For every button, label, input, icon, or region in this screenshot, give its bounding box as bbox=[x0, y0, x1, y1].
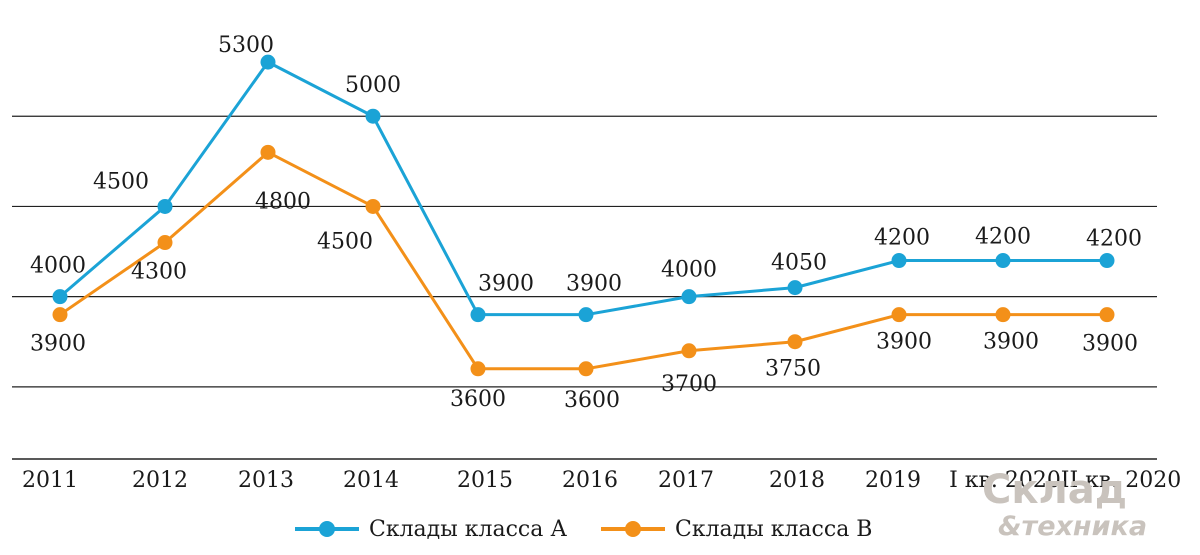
x-tick-label: 2015 bbox=[457, 468, 513, 493]
data-label: 3600 bbox=[564, 388, 620, 413]
data-point bbox=[681, 289, 697, 305]
legend-swatch-b bbox=[600, 521, 665, 537]
legend-marker-b bbox=[624, 521, 641, 537]
data-label: 3700 bbox=[661, 372, 717, 397]
x-tick-label: 2014 bbox=[343, 468, 399, 493]
data-point bbox=[157, 235, 173, 251]
x-tick-label: 2017 bbox=[658, 468, 714, 493]
data-label: 3900 bbox=[566, 272, 622, 297]
legend-item-b: Склады класса В bbox=[600, 516, 873, 542]
x-tick-label: 2011 bbox=[22, 468, 78, 493]
data-label: 5300 bbox=[218, 33, 274, 58]
publisher-logo: Склад &техника bbox=[982, 467, 1147, 542]
data-label: 3900 bbox=[1082, 332, 1138, 357]
logo-line-2: &техника bbox=[998, 511, 1147, 542]
data-label: 4200 bbox=[975, 225, 1031, 250]
data-point bbox=[787, 280, 803, 296]
data-label: 4300 bbox=[131, 260, 187, 285]
data-labels: 4000 4500 5300 5000 3900 3900 4000 4050 4200 4200… bbox=[30, 33, 1142, 413]
data-point bbox=[1099, 253, 1115, 269]
data-point bbox=[365, 108, 381, 124]
legend-marker-a bbox=[319, 521, 335, 537]
data-label: 4800 bbox=[255, 189, 311, 214]
data-point bbox=[52, 307, 68, 323]
x-tick-label: I кв. 2020 bbox=[949, 468, 1061, 493]
x-tick-labels: 2011 2012 2013 2014 2015 2016 2017 2018 2019 I кв… bbox=[22, 468, 1181, 493]
x-tick-label: 2018 bbox=[769, 468, 825, 493]
data-point bbox=[52, 289, 68, 305]
data-label: 5000 bbox=[345, 73, 401, 98]
data-point bbox=[995, 307, 1011, 323]
data-label: 3900 bbox=[478, 272, 534, 297]
data-point bbox=[157, 198, 173, 214]
x-tick-label: 2012 bbox=[132, 468, 188, 493]
data-label: 4200 bbox=[1086, 227, 1142, 252]
data-label: 4000 bbox=[661, 258, 717, 283]
gridlines bbox=[12, 115, 1157, 388]
legend-item-a: Склады класса А bbox=[295, 517, 567, 542]
data-label: 3900 bbox=[876, 330, 932, 355]
series-group bbox=[52, 54, 1115, 377]
legend-label-b: Склады класса В bbox=[674, 516, 873, 542]
legend-swatch-a bbox=[295, 521, 359, 537]
logo-line-1: Склад bbox=[982, 467, 1127, 513]
data-point bbox=[995, 253, 1011, 269]
data-point bbox=[365, 198, 381, 214]
data-label: 4200 bbox=[874, 226, 930, 251]
data-point bbox=[260, 54, 276, 70]
data-label: 3900 bbox=[30, 332, 86, 357]
x-tick-label: 2013 bbox=[238, 468, 294, 493]
data-point bbox=[578, 361, 594, 377]
data-point bbox=[891, 307, 907, 323]
data-label: 4500 bbox=[317, 229, 373, 254]
data-label: 3900 bbox=[983, 330, 1039, 355]
data-point bbox=[1099, 307, 1115, 323]
data-point bbox=[578, 307, 594, 323]
x-tick-label: 2019 bbox=[865, 468, 921, 493]
data-label: 3600 bbox=[450, 387, 506, 412]
data-point bbox=[787, 334, 803, 350]
data-label: 4500 bbox=[93, 169, 149, 194]
legend: Склады класса А Склады класса В bbox=[295, 512, 906, 546]
x-tick-label: II кв. 2020 bbox=[1061, 468, 1181, 493]
data-point bbox=[891, 253, 907, 269]
line-chart: 2011 2012 2013 2014 2015 2016 2017 2018 2019 I кв… bbox=[12, 33, 1181, 493]
data-label: 3750 bbox=[765, 357, 821, 382]
data-point bbox=[470, 361, 486, 377]
data-point bbox=[470, 307, 486, 323]
legend-label-a: Склады класса А bbox=[369, 516, 567, 542]
x-tick-label: 2016 bbox=[562, 468, 618, 493]
data-label: 4000 bbox=[30, 254, 86, 279]
data-point bbox=[681, 343, 697, 359]
data-label: 4050 bbox=[771, 251, 827, 276]
data-point bbox=[260, 144, 276, 160]
